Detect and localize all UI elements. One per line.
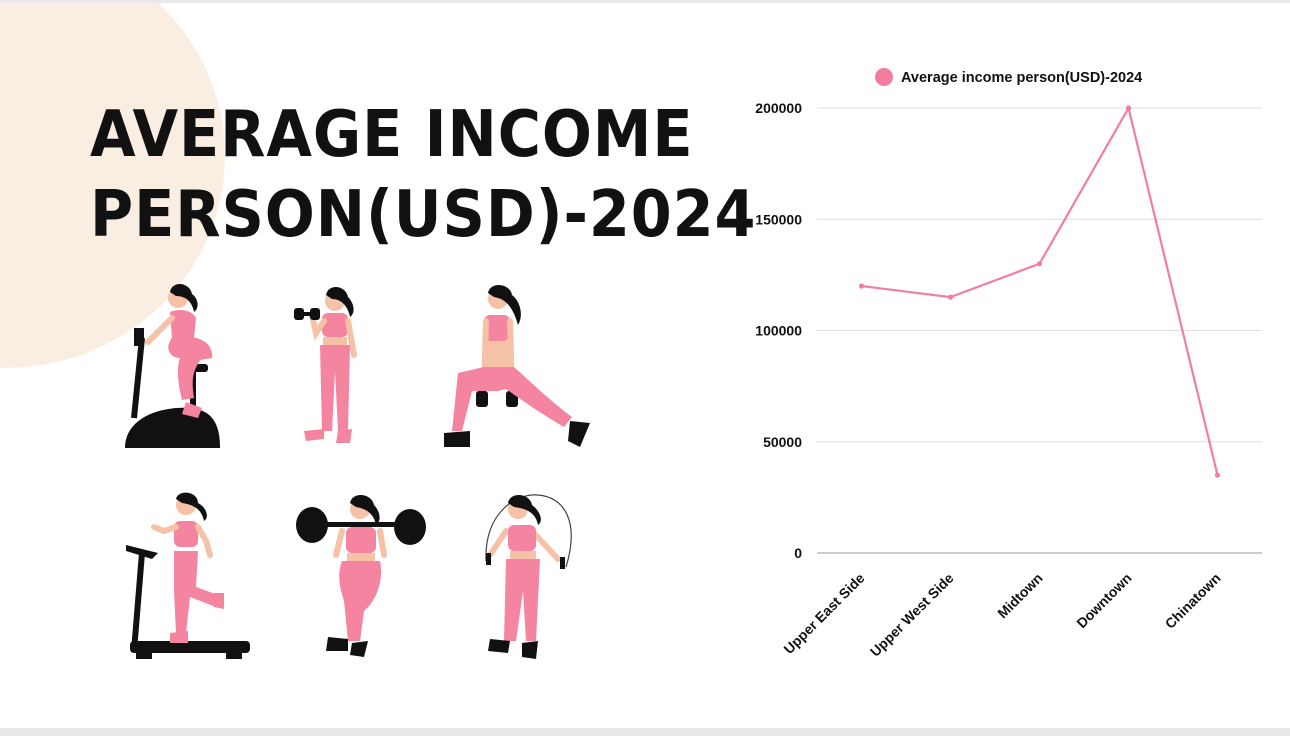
x-axis-tick-labels: Upper East Side Upper West Side Midtown Dow… (780, 570, 1223, 660)
series-line (861, 106, 1219, 476)
y-axis-tick-labels: 0 50000 100000 150000 200000 (755, 100, 802, 561)
data-point (1036, 261, 1043, 267)
dumbbell-curl-illustration (294, 286, 357, 443)
jump-rope-illustration (485, 494, 572, 659)
y-tick-label: 150000 (755, 211, 802, 227)
y-tick-label: 0 (794, 545, 802, 561)
y-tick-label: 50000 (763, 434, 802, 450)
chart-gridlines (817, 107, 1262, 554)
data-point (1214, 472, 1221, 478)
dumbbell-lunge-illustration (444, 284, 590, 447)
y-tick-label: 200000 (755, 100, 802, 116)
slide-title: AVERAGE INCOME PERSON(USD)-2024 (90, 95, 757, 255)
slide: AVERAGE INCOME PERSON(USD)-2024 (0, 3, 1290, 728)
treadmill-illustration (126, 492, 250, 659)
y-tick-label: 100000 (755, 323, 802, 339)
title-line-1: AVERAGE INCOME (90, 98, 694, 172)
x-tick-label: Upper West Side (867, 570, 957, 660)
stationary-bike-illustration (125, 283, 220, 448)
x-tick-label: Chinatown (1162, 570, 1224, 632)
chart-data-points (858, 105, 1221, 478)
title-line-2: PERSON(USD)-2024 (90, 178, 757, 252)
data-point (947, 294, 954, 300)
legend-label: Average income person(USD)-2024 (901, 70, 1142, 86)
chart-legend: Average income person(USD)-2024 (875, 68, 1142, 86)
income-line-chart: 0 50000 100000 150000 200000 Upper East Side… (755, 68, 1262, 660)
x-tick-label: Upper East Side (780, 570, 867, 657)
data-point (1125, 105, 1132, 111)
x-tick-label: Downtown (1073, 570, 1134, 631)
chart-series-lines (861, 106, 1219, 476)
data-point (858, 283, 865, 289)
legend-marker (875, 68, 893, 86)
barbell-squat-illustration (296, 494, 426, 657)
x-tick-label: Midtown (994, 570, 1045, 621)
